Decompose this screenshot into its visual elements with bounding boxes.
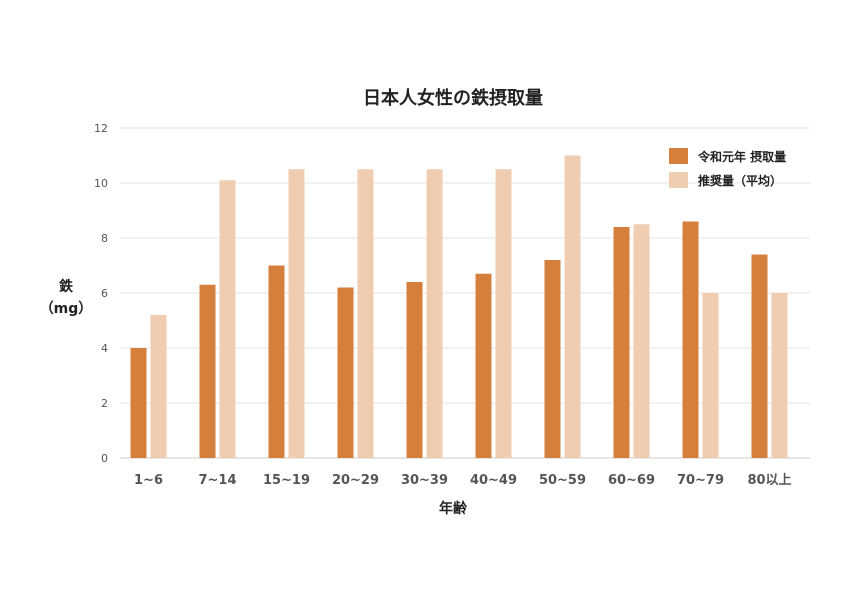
legend-label-recommended: 推奨量（平均） — [698, 173, 782, 188]
bar-recommended-8 — [702, 293, 719, 458]
y-axis-ticks: 0 2 4 6 8 10 12 — [94, 122, 108, 465]
bar-recommended-4 — [426, 169, 443, 458]
x-axis-ticks: 1~6 7~14 15~19 20~29 30~39 40~49 50~59 60~69 70~… — [134, 473, 792, 488]
bar-intake-7 — [613, 227, 630, 458]
x-tick-label: 1~6 — [134, 473, 163, 488]
bar-recommended-3 — [357, 169, 374, 458]
bar-recommended-9 — [771, 293, 788, 458]
y-tick-label: 0 — [101, 452, 108, 465]
y-tick-label: 8 — [101, 232, 108, 245]
bar-intake-5 — [475, 273, 492, 458]
y-axis-label-line1: 鉄 — [59, 278, 74, 295]
bar-intake-9 — [751, 254, 768, 458]
bar-intake-6 — [544, 260, 561, 458]
x-tick-label: 7~14 — [198, 473, 236, 488]
x-tick-label: 50~59 — [539, 473, 586, 488]
bar-recommended-5 — [495, 169, 512, 458]
x-tick-label: 40~49 — [470, 473, 517, 488]
x-tick-label: 70~79 — [677, 473, 724, 488]
x-axis-label: 年齢 — [439, 500, 468, 517]
y-tick-label: 2 — [101, 397, 108, 410]
y-tick-label: 12 — [94, 122, 108, 135]
bar-recommended-6 — [564, 155, 581, 458]
bar-recommended-1 — [219, 180, 236, 458]
bar-intake-2 — [268, 265, 285, 458]
x-tick-label: 15~19 — [263, 473, 310, 488]
bar-recommended-0 — [150, 315, 167, 458]
x-tick-label: 30~39 — [401, 473, 448, 488]
x-tick-label: 60~69 — [608, 473, 655, 488]
x-tick-label: 20~29 — [332, 473, 379, 488]
y-tick-label: 6 — [101, 287, 108, 300]
y-axis-label-line2: （mg） — [40, 301, 93, 317]
chart-title: 日本人女性の鉄摂取量 — [363, 87, 543, 109]
legend-swatch-intake — [669, 148, 688, 164]
bars — [130, 155, 788, 458]
bar-intake-4 — [406, 282, 423, 458]
legend-swatch-recommended — [669, 172, 688, 188]
x-tick-label: 80以上 — [747, 473, 791, 488]
bar-intake-0 — [130, 348, 147, 458]
bar-intake-3 — [337, 287, 354, 458]
legend-label-intake: 令和元年 摂取量 — [697, 149, 786, 164]
y-tick-label: 4 — [101, 342, 108, 355]
bar-recommended-7 — [633, 224, 650, 458]
bar-recommended-2 — [288, 169, 305, 458]
y-tick-label: 10 — [94, 177, 108, 190]
legend: 令和元年 摂取量 推奨量（平均） — [669, 148, 786, 188]
bar-intake-1 — [199, 284, 216, 458]
bar-intake-8 — [682, 221, 699, 458]
